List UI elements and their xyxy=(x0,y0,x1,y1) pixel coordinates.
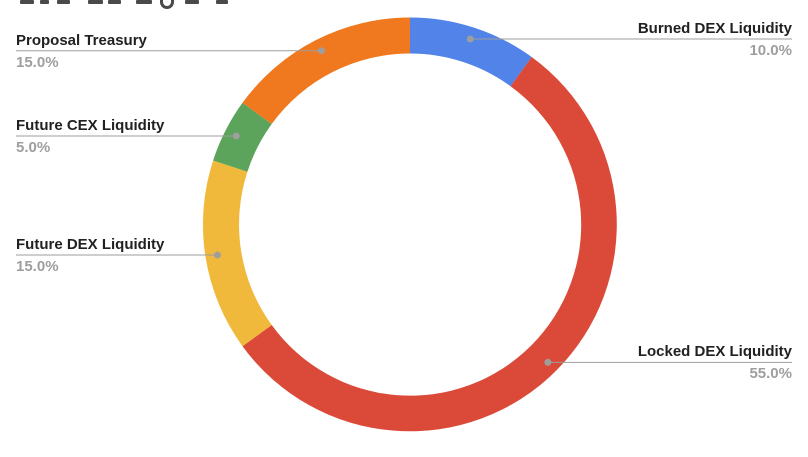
clipped-title-fragment xyxy=(20,0,34,4)
clipped-title-fragment xyxy=(185,0,199,4)
slice-label: Proposal Treasury xyxy=(16,31,147,49)
slice-label: Future CEX Liquidity xyxy=(16,116,165,134)
callout-dot xyxy=(317,47,325,55)
donut-slice-future-dex-liquidity[interactable] xyxy=(202,160,272,347)
donut-slice-proposal-treasury[interactable] xyxy=(242,17,411,124)
callout-dot xyxy=(213,251,221,259)
slice-label: Burned DEX Liquidity xyxy=(637,20,792,38)
slice-percent: 5.0% xyxy=(16,138,51,156)
donut-slice-future-cex-liquidity[interactable] xyxy=(213,102,272,172)
slice-label: Future DEX Liquidity xyxy=(16,236,165,253)
slice-percent: 10.0% xyxy=(749,42,792,60)
slice-percent: 15.0% xyxy=(16,53,59,71)
slice-percent: 55.0% xyxy=(749,365,792,383)
donut-slice-burned-dex-liquidity[interactable] xyxy=(410,17,532,87)
slice-callout-future-dex-liquidity: Future DEX Liquidity 15.0% xyxy=(16,236,164,276)
callout-dot xyxy=(466,35,474,43)
slice-percent: 15.0% xyxy=(16,258,59,275)
clipped-title-g-descender xyxy=(160,0,174,9)
slice-callout-proposal-treasury: Proposal Treasury 15.0% xyxy=(16,32,147,72)
callout-dot xyxy=(232,132,240,140)
clipped-title-fragment xyxy=(216,0,228,4)
clipped-title-fragment xyxy=(108,0,121,4)
clipped-title-fragment xyxy=(57,0,70,4)
callout-dot xyxy=(544,358,552,366)
donut-slice-locked-dex-liquidity[interactable] xyxy=(242,57,617,432)
clipped-title-fragment xyxy=(88,0,103,4)
slice-callout-future-cex-liquidity: Future CEX Liquidity 5.0% xyxy=(16,117,164,157)
clipped-title-fragment xyxy=(40,0,49,4)
slice-label: Locked DEX Liquidity xyxy=(637,343,792,361)
slice-callout-burned-dex-liquidity: Burned DEX Liquidity 10.0% xyxy=(638,20,792,60)
slice-callout-locked-dex-liquidity: Locked DEX Liquidity 55.0% xyxy=(638,343,792,383)
clipped-title-fragment xyxy=(136,0,152,4)
